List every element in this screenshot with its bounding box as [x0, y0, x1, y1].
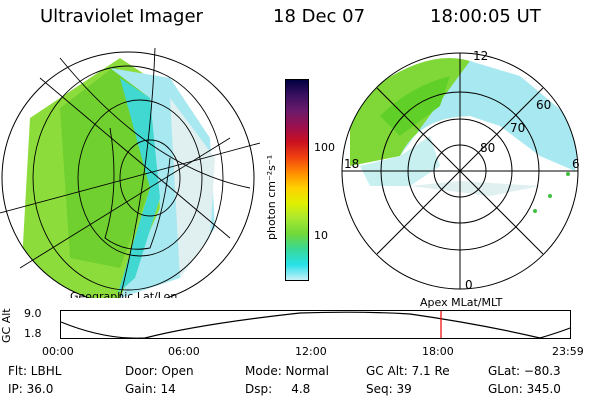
mlat-label-60: 60 [536, 98, 551, 112]
time-tick-1200: 12:00 [295, 345, 327, 358]
mlt-label-0: 0 [465, 278, 473, 292]
altitude-ymin: 1.8 [24, 327, 42, 340]
date-label: 18 Dec 07 [273, 6, 366, 27]
polar-plot: 12 18 6 0 60 70 80 [341, 49, 580, 292]
gain-info: Gain: 14 [125, 382, 176, 396]
geo-map-label: Geographic Lat/Lon [70, 290, 177, 298]
filter-info: Flt: LBHL [8, 364, 62, 378]
mlat-label-80: 80 [480, 141, 495, 155]
ip-info: IP: 36.0 [8, 382, 54, 396]
time-tick-0600: 06:00 [168, 345, 200, 358]
mlt-label-6: 6 [572, 157, 580, 171]
mlt-label-12: 12 [473, 49, 488, 63]
time-tick-1800: 18:00 [422, 345, 454, 358]
dsp-info: Dsp: 4.8 [245, 382, 311, 396]
time-label: 18:00:05 UT [430, 6, 541, 27]
glat-info: GLat: −80.3 [488, 364, 561, 378]
time-tick-2359: 23:59 [552, 345, 584, 358]
glon-info: GLon: 345.0 [488, 382, 561, 396]
colorbar-unit-label: photon cm⁻²s⁻¹ [265, 154, 278, 240]
mlt-label-18: 18 [344, 157, 359, 171]
mode-info: Mode: Normal [245, 364, 329, 378]
altitude-strip [60, 310, 571, 339]
polar-aurora-image [350, 58, 578, 196]
altitude-ymax: 9.0 [24, 307, 42, 320]
geographic-map: Geographic Lat/Lon [0, 47, 260, 298]
time-tick-0000: 00:00 [42, 345, 74, 358]
instrument-title: Ultraviolet Imager [40, 6, 203, 27]
mlat-label-70: 70 [510, 121, 525, 135]
door-info: Door: Open [125, 364, 194, 378]
gc-alt-info: GC Alt: 7.1 Re [366, 364, 450, 378]
colorbar-tick-100: 100 [314, 141, 335, 154]
geo-aurora-image [2, 52, 254, 298]
colorbar-tick-10: 10 [314, 229, 328, 242]
polar-plot-label: Apex MLat/MLT [420, 296, 503, 309]
altitude-ylabel: GC Alt [0, 308, 13, 343]
color-bar [285, 79, 309, 281]
seq-info: Seq: 39 [366, 382, 412, 396]
